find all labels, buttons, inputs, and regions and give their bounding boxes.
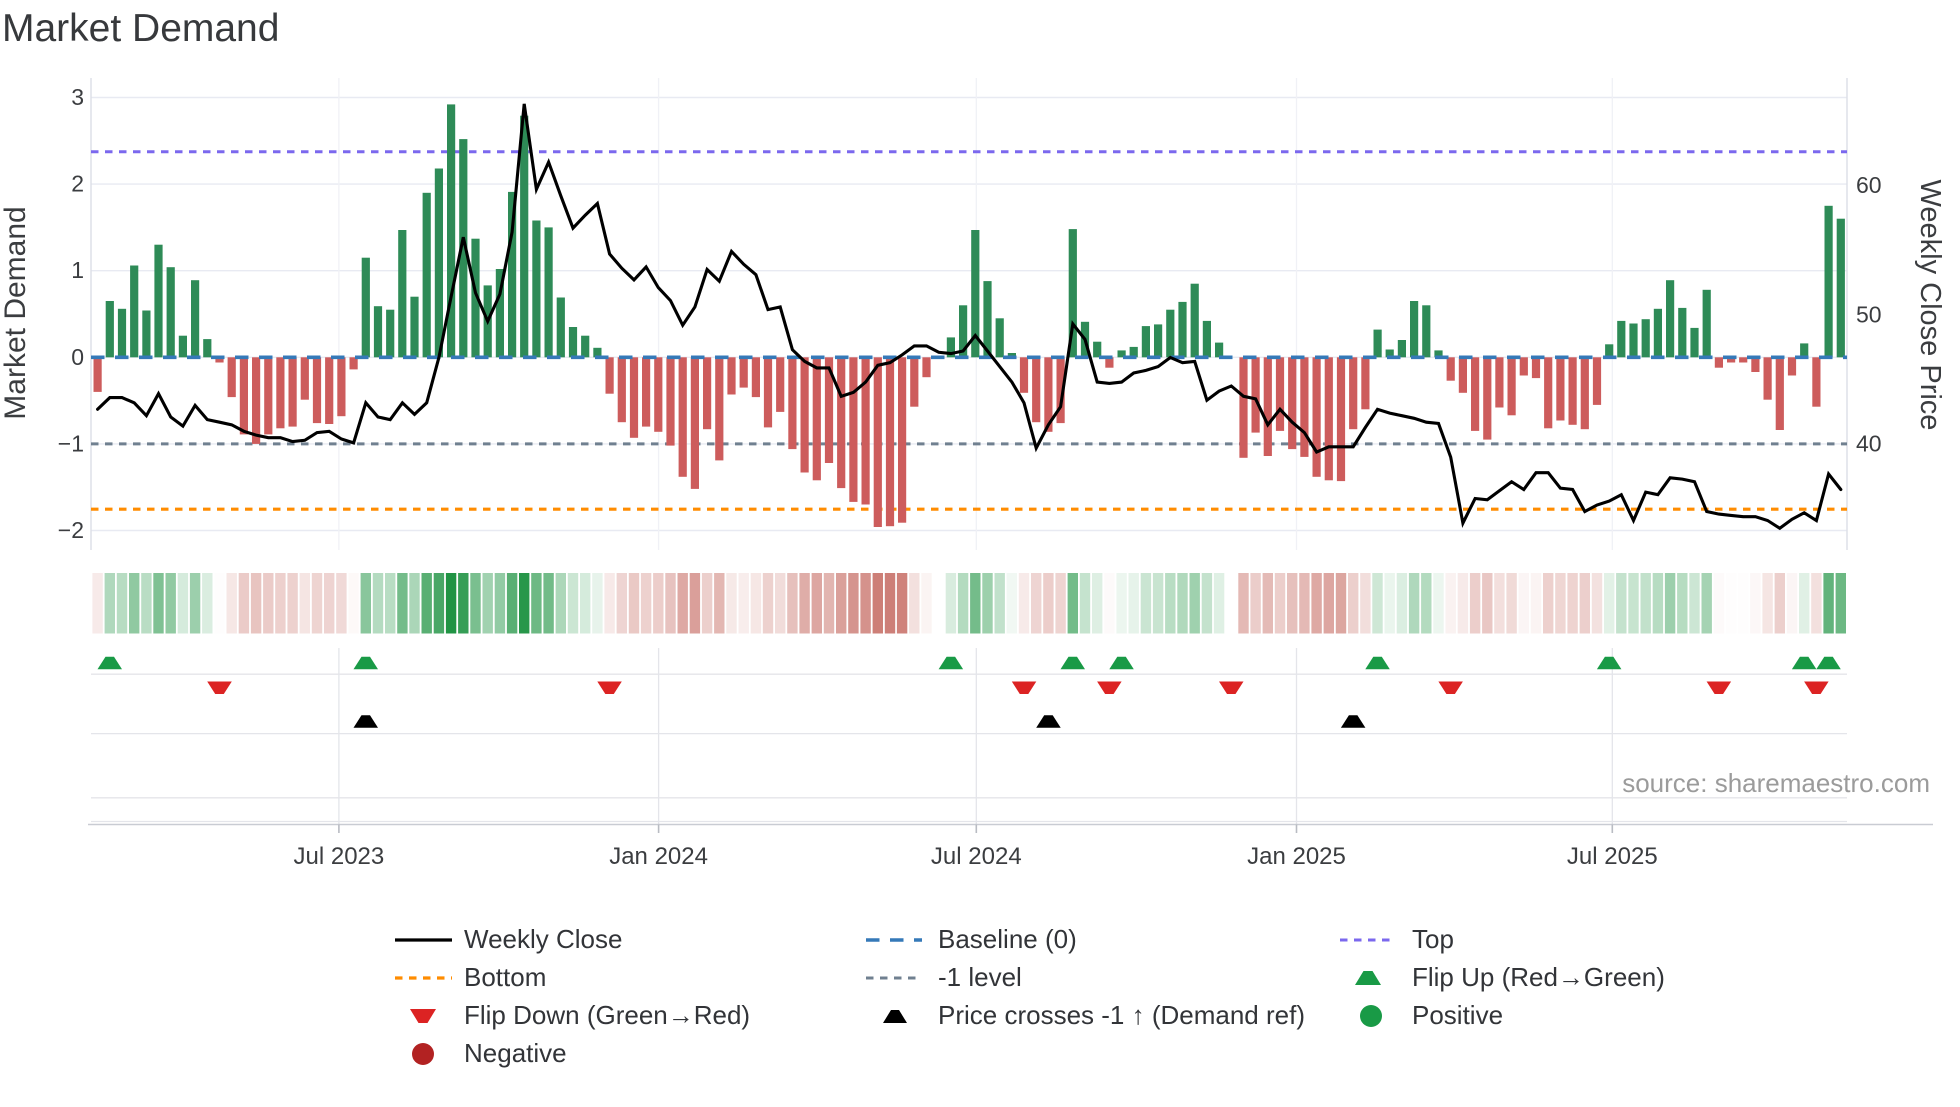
svg-text:Weekly Close Price: Weekly Close Price	[1914, 180, 1946, 431]
svg-text:Baseline (0): Baseline (0)	[938, 924, 1077, 954]
svg-text:Negative: Negative	[464, 1038, 567, 1068]
svg-text:-1 level: -1 level	[938, 962, 1022, 992]
svg-text:1: 1	[71, 257, 84, 283]
svg-text:Jul 2023: Jul 2023	[294, 843, 385, 870]
svg-text:2: 2	[71, 171, 84, 197]
svg-text:Bottom: Bottom	[464, 962, 546, 992]
svg-text:Weekly Close: Weekly Close	[464, 924, 622, 954]
svg-text:0: 0	[71, 344, 84, 370]
svg-text:3: 3	[71, 84, 84, 110]
svg-text:Market Demand: Market Demand	[0, 206, 32, 419]
svg-text:Positive: Positive	[1412, 1000, 1503, 1030]
svg-text:60: 60	[1856, 172, 1882, 198]
svg-text:Jul 2024: Jul 2024	[931, 843, 1022, 870]
svg-text:Jul 2025: Jul 2025	[1567, 843, 1658, 870]
svg-text:Market Demand: Market Demand	[2, 7, 279, 50]
svg-text:50: 50	[1856, 301, 1882, 327]
svg-text:−2: −2	[58, 517, 84, 543]
svg-text:Price crosses -1 ↑ (Demand ref: Price crosses -1 ↑ (Demand ref)	[938, 1000, 1305, 1030]
svg-text:Jan 2024: Jan 2024	[609, 843, 708, 870]
svg-text:40: 40	[1856, 431, 1882, 457]
svg-text:Jan 2025: Jan 2025	[1247, 843, 1346, 870]
svg-text:Flip Up (Red→Green): Flip Up (Red→Green)	[1412, 962, 1665, 992]
svg-text:Flip Down (Green→Red): Flip Down (Green→Red)	[464, 1000, 750, 1030]
svg-text:source: sharemaestro.com: source: sharemaestro.com	[1622, 768, 1930, 798]
svg-text:Top: Top	[1412, 924, 1454, 954]
svg-text:−1: −1	[58, 430, 84, 456]
